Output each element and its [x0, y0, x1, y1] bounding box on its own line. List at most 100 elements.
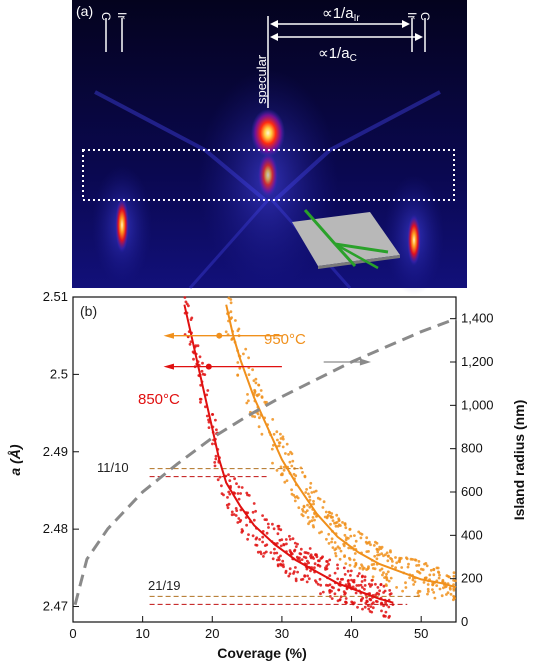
scatter-point [382, 571, 385, 575]
scatter-point [293, 541, 297, 545]
scatter-point [414, 558, 418, 562]
scatter-point [301, 577, 305, 581]
scatter-point [353, 601, 356, 605]
scatter-point [361, 586, 364, 589]
scatter-point [310, 491, 314, 494]
scatter-point [401, 589, 404, 593]
scatter-point [433, 596, 437, 600]
scatter-point [452, 595, 456, 599]
scatter-point [228, 492, 232, 496]
scatter-point [375, 548, 379, 551]
scatter-point [259, 550, 262, 554]
scatter-point [303, 475, 307, 479]
scatter-point [336, 563, 339, 567]
scatter-point [232, 513, 236, 516]
scatter-point [288, 549, 292, 552]
scatter-point [265, 531, 269, 535]
scatter-point [363, 605, 367, 609]
scatter-point [245, 523, 249, 527]
x-tick-label: 50 [414, 626, 428, 641]
y-tick-label: 2.5 [50, 366, 68, 381]
right-diffraction-spot [407, 214, 421, 266]
scatter-point [432, 573, 436, 577]
arrowhead-ir-right [402, 20, 410, 28]
scatter-point [375, 557, 379, 561]
scatter-point [324, 568, 327, 571]
scatter-point [319, 592, 322, 596]
scatter-point [241, 529, 245, 533]
x-tick-label: 0 [69, 626, 76, 641]
scatter-point [308, 495, 312, 499]
scatter-point [384, 601, 387, 605]
scatter-point [353, 544, 356, 548]
scatter-point [278, 538, 282, 542]
scatter-point [318, 577, 322, 581]
scatter-point [333, 592, 337, 596]
scatter-point [251, 414, 254, 418]
scatter-point [260, 396, 264, 399]
scatter-point [288, 534, 291, 538]
scatter-point [293, 548, 297, 552]
scatter-point [275, 551, 279, 555]
scatter-point [359, 599, 363, 603]
scatter-point [196, 344, 200, 348]
scatter-point [342, 544, 346, 548]
scatter-point [275, 542, 279, 545]
scatter-point [367, 566, 370, 570]
scatter-point [382, 584, 386, 588]
scatter-point [288, 460, 292, 464]
scatter-point [254, 377, 258, 381]
scatter-point [385, 551, 389, 555]
scatter-point [305, 567, 309, 571]
scatter-point [237, 517, 241, 520]
scatter-point [299, 547, 303, 551]
scatter-point [287, 453, 290, 456]
scatter-point [276, 438, 279, 442]
y-tick-label: 2.48 [43, 521, 68, 536]
scatter-point [356, 574, 360, 578]
scatter-point [344, 538, 348, 542]
scatter-point [388, 589, 392, 592]
scatter-point [227, 502, 231, 506]
scatter-point [271, 418, 275, 421]
scatter-point [326, 560, 329, 563]
scatter-point [281, 559, 285, 563]
scatter-point [307, 492, 310, 496]
scatter-point [327, 542, 331, 545]
y2-tick-label: 600 [461, 484, 483, 499]
scatter-point [272, 527, 276, 531]
scatter-point [284, 452, 287, 455]
scatter-point [279, 432, 282, 436]
scatter-point [262, 555, 265, 558]
scatter-point [404, 586, 408, 589]
scatter-point [214, 457, 218, 461]
scatter-point [359, 536, 363, 540]
scatter-point [368, 610, 372, 613]
panel-b-label: (b) [80, 303, 97, 319]
scatter-point [425, 564, 429, 568]
scatter-point [281, 437, 285, 441]
scatter-point [394, 566, 397, 570]
scatter-point [252, 379, 256, 383]
scatter-point [446, 591, 450, 595]
scatter-point [318, 559, 321, 563]
scatter-point [235, 482, 238, 485]
label-850c: 850°C [138, 391, 180, 408]
scatter-point [328, 574, 332, 577]
scatter-point [335, 513, 339, 517]
scatter-point [254, 509, 257, 513]
scatter-point [334, 524, 338, 528]
scatter-point [276, 532, 280, 536]
fit-curve [225, 304, 457, 589]
scatter-point [331, 546, 335, 549]
scatter-point [308, 520, 312, 524]
scatter-point [277, 558, 281, 562]
scatter-point [348, 528, 352, 531]
scatter-point [299, 466, 303, 470]
scatter-point [247, 399, 250, 403]
scatter-point [227, 473, 230, 476]
scatter-point [229, 301, 233, 305]
scatter-point [359, 583, 363, 587]
scatter-point [279, 528, 283, 532]
scatter-point [310, 519, 314, 523]
